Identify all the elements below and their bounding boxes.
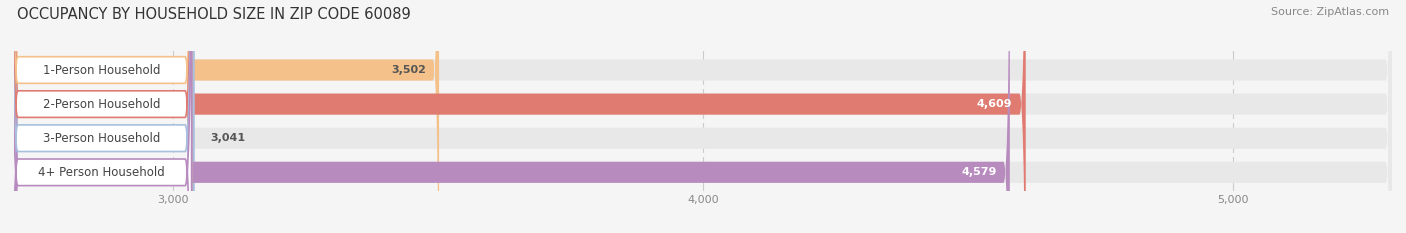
FancyBboxPatch shape xyxy=(14,0,1392,233)
FancyBboxPatch shape xyxy=(14,0,1010,233)
FancyBboxPatch shape xyxy=(14,0,1026,233)
Text: 4,579: 4,579 xyxy=(962,167,997,177)
FancyBboxPatch shape xyxy=(11,0,191,233)
Text: 3,502: 3,502 xyxy=(391,65,426,75)
Text: 1-Person Household: 1-Person Household xyxy=(42,64,160,76)
Text: OCCUPANCY BY HOUSEHOLD SIZE IN ZIP CODE 60089: OCCUPANCY BY HOUSEHOLD SIZE IN ZIP CODE … xyxy=(17,7,411,22)
Text: 4,609: 4,609 xyxy=(977,99,1012,109)
Text: 4+ Person Household: 4+ Person Household xyxy=(38,166,165,179)
Text: 3-Person Household: 3-Person Household xyxy=(42,132,160,145)
Text: 3,041: 3,041 xyxy=(211,133,246,143)
FancyBboxPatch shape xyxy=(14,0,439,233)
FancyBboxPatch shape xyxy=(14,0,1392,233)
FancyBboxPatch shape xyxy=(14,0,1392,233)
FancyBboxPatch shape xyxy=(14,0,195,233)
Text: 2-Person Household: 2-Person Household xyxy=(42,98,160,111)
FancyBboxPatch shape xyxy=(14,0,1392,233)
FancyBboxPatch shape xyxy=(11,0,191,233)
FancyBboxPatch shape xyxy=(11,0,191,233)
Text: Source: ZipAtlas.com: Source: ZipAtlas.com xyxy=(1271,7,1389,17)
FancyBboxPatch shape xyxy=(11,0,191,233)
